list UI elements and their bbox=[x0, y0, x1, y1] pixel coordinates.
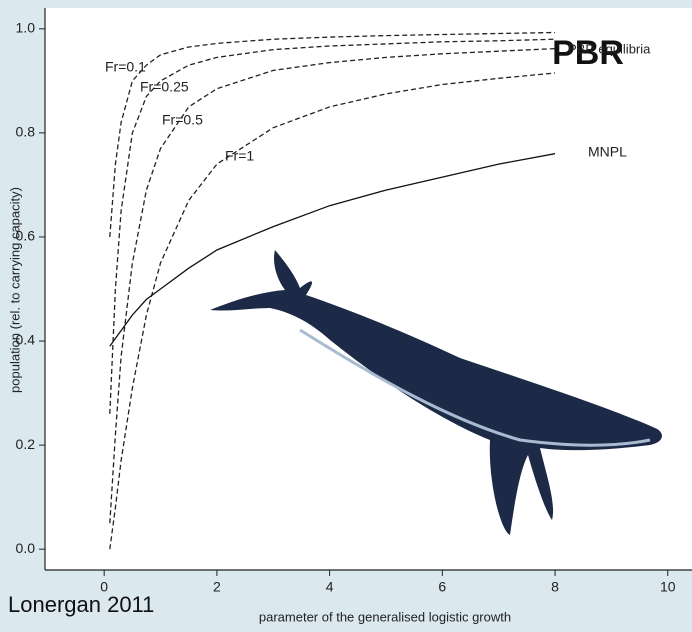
plot-area bbox=[45, 8, 692, 570]
x-tick-label: 2 bbox=[213, 579, 221, 595]
y-tick-label: 0.2 bbox=[16, 436, 36, 452]
annotation: Lonergan 2011 bbox=[8, 592, 154, 617]
series-label: Fr=1 bbox=[225, 148, 254, 164]
annotation: PBR equilibria bbox=[568, 41, 651, 56]
chart-title: PBR bbox=[552, 34, 624, 72]
y-tick-label: 0.8 bbox=[16, 124, 36, 140]
x-tick-label: 6 bbox=[438, 579, 446, 595]
series-label: Fr=0.1 bbox=[105, 59, 146, 75]
y-tick-label: 1.0 bbox=[16, 20, 36, 36]
series-line bbox=[109, 153, 556, 347]
series-label: MNPL bbox=[588, 144, 627, 160]
whale bbox=[210, 250, 662, 535]
y-tick-label: 0.4 bbox=[16, 332, 36, 348]
y-axis-label: population (rel. to carrying capacity) bbox=[7, 187, 22, 393]
series-line bbox=[109, 47, 556, 524]
series-label: Fr=0.25 bbox=[140, 79, 189, 95]
x-tick-label: 8 bbox=[551, 579, 559, 595]
x-tick-label: 0 bbox=[100, 579, 108, 595]
x-tick-label: 4 bbox=[326, 579, 334, 595]
x-tick-label: 10 bbox=[660, 579, 676, 595]
series-line bbox=[109, 31, 556, 238]
series-line bbox=[109, 38, 556, 414]
y-tick-label: 0.6 bbox=[16, 228, 36, 244]
x-axis-label: parameter of the generalised logistic gr… bbox=[259, 609, 511, 624]
y-tick-label: 0.0 bbox=[16, 540, 36, 556]
series-label: Fr=0.5 bbox=[162, 112, 203, 128]
